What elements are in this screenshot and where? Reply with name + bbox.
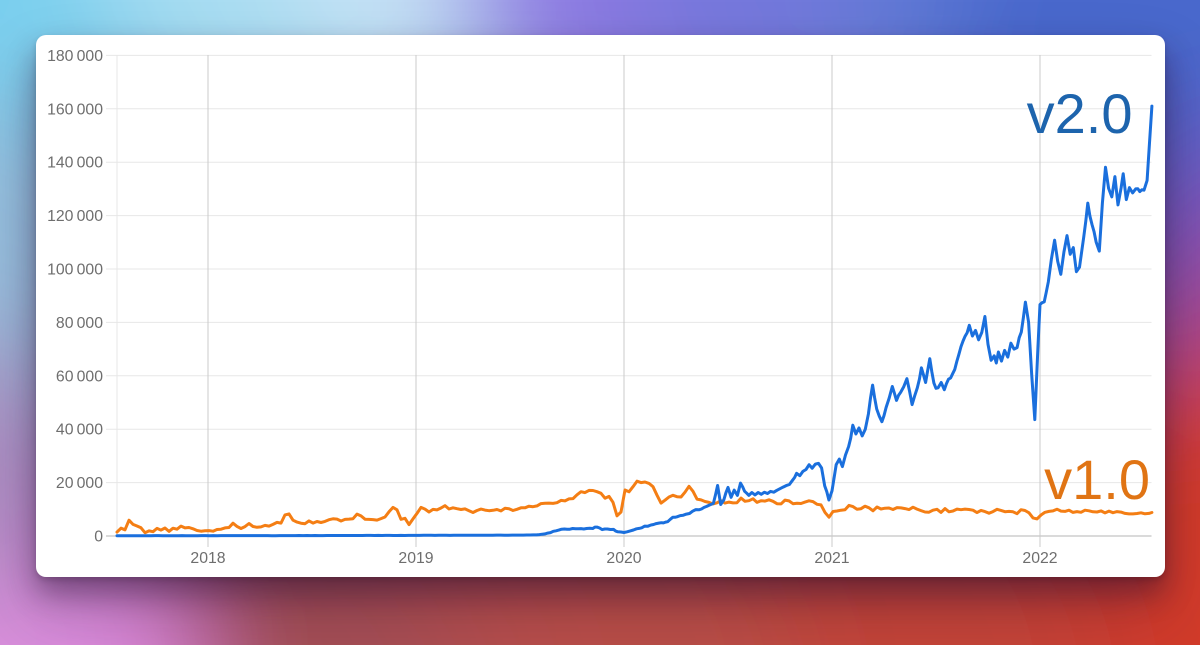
svg-text:80 000: 80 000 [56,315,103,332]
svg-text:2021: 2021 [814,550,849,567]
svg-text:160 000: 160 000 [47,101,103,118]
svg-text:0: 0 [94,529,103,546]
svg-text:v1.0: v1.0 [1044,448,1150,511]
svg-text:20 000: 20 000 [56,475,103,492]
svg-text:2018: 2018 [190,550,225,567]
svg-text:140 000: 140 000 [47,155,103,172]
svg-text:100 000: 100 000 [47,262,103,279]
svg-text:40 000: 40 000 [56,422,103,439]
svg-text:2022: 2022 [1022,550,1057,567]
svg-text:120 000: 120 000 [47,208,103,225]
svg-text:v2.0: v2.0 [1027,82,1133,145]
svg-text:2020: 2020 [606,550,641,567]
svg-text:2019: 2019 [398,550,433,567]
svg-text:60 000: 60 000 [56,368,103,385]
svg-text:180 000: 180 000 [47,48,103,65]
